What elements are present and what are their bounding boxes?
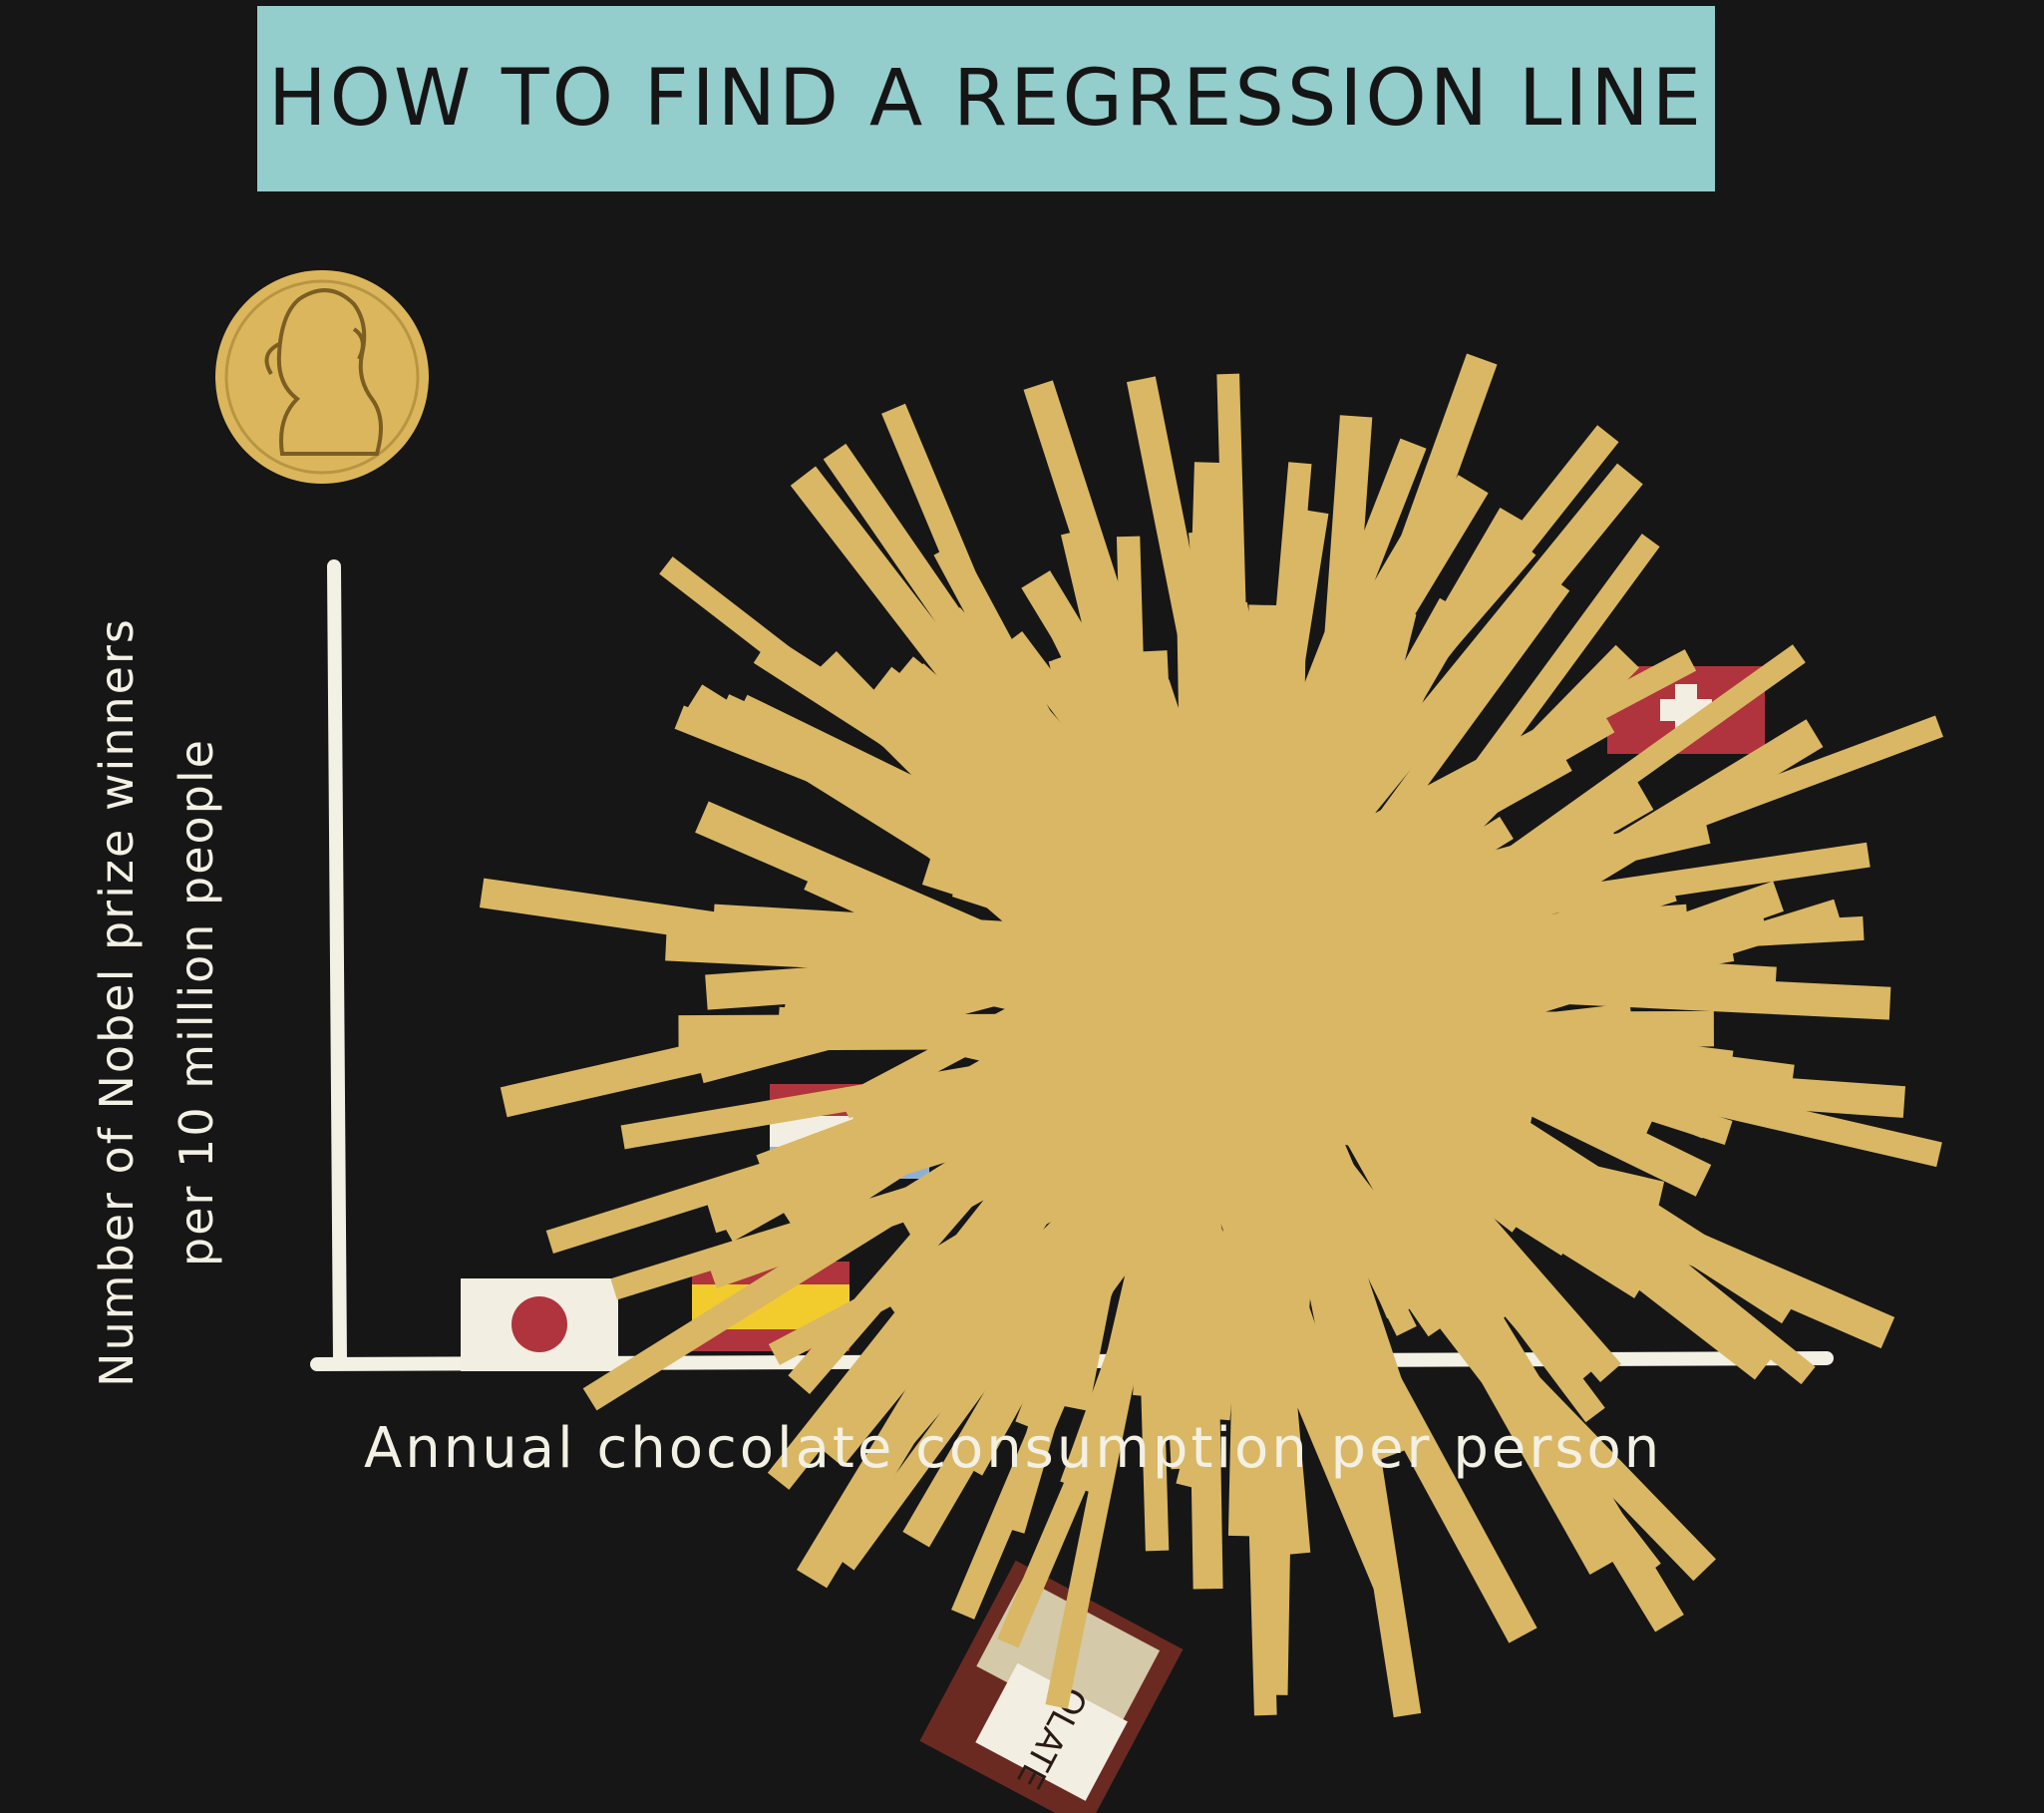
page-title: HOW TO FIND A REGRESSION LINE	[267, 54, 1705, 144]
nobel-medal-icon	[215, 270, 429, 484]
y-axis-label-line2: per 10 million people	[170, 738, 223, 1267]
x-axis-label: Annual chocolate consumption per person	[364, 1416, 1663, 1481]
y-axis-label-line1: Number of Nobel prize winners	[90, 617, 144, 1387]
spaghetti-core	[1077, 858, 1376, 1157]
title-banner: HOW TO FIND A REGRESSION LINE	[257, 6, 1715, 191]
spaghetti-cluster	[479, 353, 1943, 1718]
y-axis-label: Number of Nobel prize winners per 10 mil…	[77, 563, 266, 1441]
japan-flag-icon	[461, 1278, 618, 1371]
y-axis	[327, 559, 347, 1368]
